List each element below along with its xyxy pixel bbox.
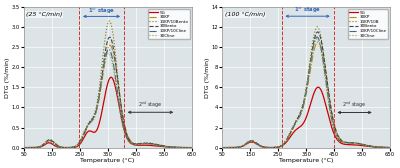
- X-axis label: Temperature (°C): Temperature (°C): [279, 158, 333, 163]
- Text: (100 °C/min): (100 °C/min): [224, 12, 265, 17]
- Text: 1$^{st}$ stage: 1$^{st}$ stage: [88, 6, 115, 16]
- Text: 2$^{nd}$ stage: 2$^{nd}$ stage: [342, 100, 366, 110]
- X-axis label: Temperature (°C): Temperature (°C): [80, 158, 135, 163]
- Text: 2$^{nd}$ stage: 2$^{nd}$ stage: [138, 100, 162, 110]
- Text: 1$^{st}$ stage: 1$^{st}$ stage: [294, 6, 321, 15]
- Legend: 5G, 30KP, 10KP/10B, 30Bento, 10KP/10Cline, 30Cline: 5G, 30KP, 10KP/10B, 30Bento, 10KP/10Clin…: [348, 9, 388, 39]
- Y-axis label: DTG (%/min): DTG (%/min): [205, 57, 210, 98]
- Text: (25 °C/min): (25 °C/min): [26, 12, 62, 17]
- Legend: 5G, 30KP, 10KP/10Bento, 30Bento, 10KP/10Cline, 30Cline: 5G, 30KP, 10KP/10Bento, 30Bento, 10KP/10…: [148, 9, 190, 39]
- Y-axis label: DTG (%/min): DTG (%/min): [5, 57, 10, 98]
